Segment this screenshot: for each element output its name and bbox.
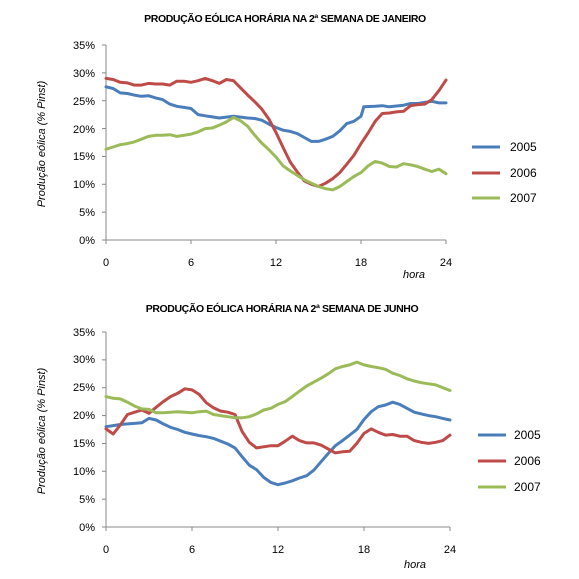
y-ticks: 0% 5% 10% 15% 20% 25% 30% 35%: [73, 327, 95, 534]
x-tick-label: 6: [188, 257, 194, 269]
x-ticks: 0 6 12 18 24: [103, 544, 456, 556]
x-axis-label: hora: [403, 269, 425, 281]
series-layer: [104, 360, 452, 487]
chart-january: PRODUÇÃO EÓLICA HORÁRIA NA 2ª SEMANA DE …: [36, 12, 537, 281]
series-line-2007: [104, 360, 452, 420]
y-tick-label: 5%: [79, 494, 95, 506]
series-line-2006: [104, 387, 452, 455]
y-tick-label: 20%: [73, 410, 95, 422]
x-tick-label: 12: [270, 257, 282, 269]
y-tick-label: 10%: [73, 466, 95, 478]
y-tick-label: 0%: [79, 522, 95, 534]
x-tick-label: 24: [440, 257, 452, 269]
legend-item-2007: 2007: [478, 480, 541, 494]
y-tick-label: 15%: [73, 438, 95, 450]
x-tick-label: 24: [444, 544, 456, 556]
x-tick-label: 18: [358, 544, 370, 556]
legend: 2005 2006 2007: [472, 140, 537, 205]
x-tick-label: 0: [103, 257, 109, 269]
y-tick-label: 25%: [73, 96, 95, 108]
legend-label: 2007: [514, 480, 541, 494]
y-tick-label: 30%: [73, 68, 95, 80]
y-ticks: 0% 5% 10% 15% 20% 25% 30% 35%: [73, 40, 95, 247]
y-axis-label: Produção eólica (% Pinst): [36, 367, 48, 494]
plot-area: [102, 44, 448, 244]
y-tick-label: 10%: [73, 179, 95, 191]
chart-june: PRODUÇÃO EÓLICA HORÁRIA NA 2ª SEMANA DE …: [36, 302, 541, 571]
x-axis-label: hora: [404, 559, 426, 571]
series-line-2006: [104, 76, 448, 188]
y-tick-label: 15%: [73, 151, 95, 163]
x-tick-label: 18: [355, 257, 367, 269]
y-tick-label: 5%: [79, 207, 95, 219]
x-tick-label: 0: [103, 544, 109, 556]
legend-item-2006: 2006: [472, 166, 537, 180]
y-axis-label: Produção eólica (% Pinst): [36, 80, 48, 207]
legend-label: 2005: [514, 428, 541, 442]
series-line-2005: [104, 400, 452, 487]
chart-title: PRODUÇÃO EÓLICA HORÁRIA NA 2ª SEMANA DE …: [146, 302, 419, 315]
plot-area: [102, 331, 452, 531]
x-tick-label: 6: [189, 544, 195, 556]
axis-tick-marks: [102, 44, 447, 244]
axis-tick-marks: [102, 331, 451, 531]
legend-item-2005: 2005: [478, 428, 541, 442]
x-ticks: 0 6 12 18 24: [103, 257, 452, 269]
y-tick-label: 25%: [73, 382, 95, 394]
y-tick-label: 20%: [73, 124, 95, 136]
series-layer: [104, 76, 448, 192]
chart-title: PRODUÇÃO EÓLICA HORÁRIA NA 2ª SEMANA DE …: [144, 12, 426, 25]
y-tick-label: 0%: [79, 235, 95, 247]
legend-label: 2006: [510, 166, 537, 180]
series-line-2007: [104, 115, 448, 192]
legend-item-2007: 2007: [472, 191, 537, 205]
legend-label: 2005: [510, 140, 537, 154]
legend-item-2005: 2005: [472, 140, 537, 154]
y-tick-label: 30%: [73, 354, 95, 366]
legend-label: 2007: [510, 191, 537, 205]
legend-label: 2006: [514, 454, 541, 468]
legend-item-2006: 2006: [478, 454, 541, 468]
legend: 2005 2006 2007: [478, 428, 541, 494]
series-line-2005: [104, 85, 448, 143]
y-tick-label: 35%: [73, 40, 95, 52]
x-tick-label: 12: [272, 544, 284, 556]
y-tick-label: 35%: [73, 327, 95, 339]
